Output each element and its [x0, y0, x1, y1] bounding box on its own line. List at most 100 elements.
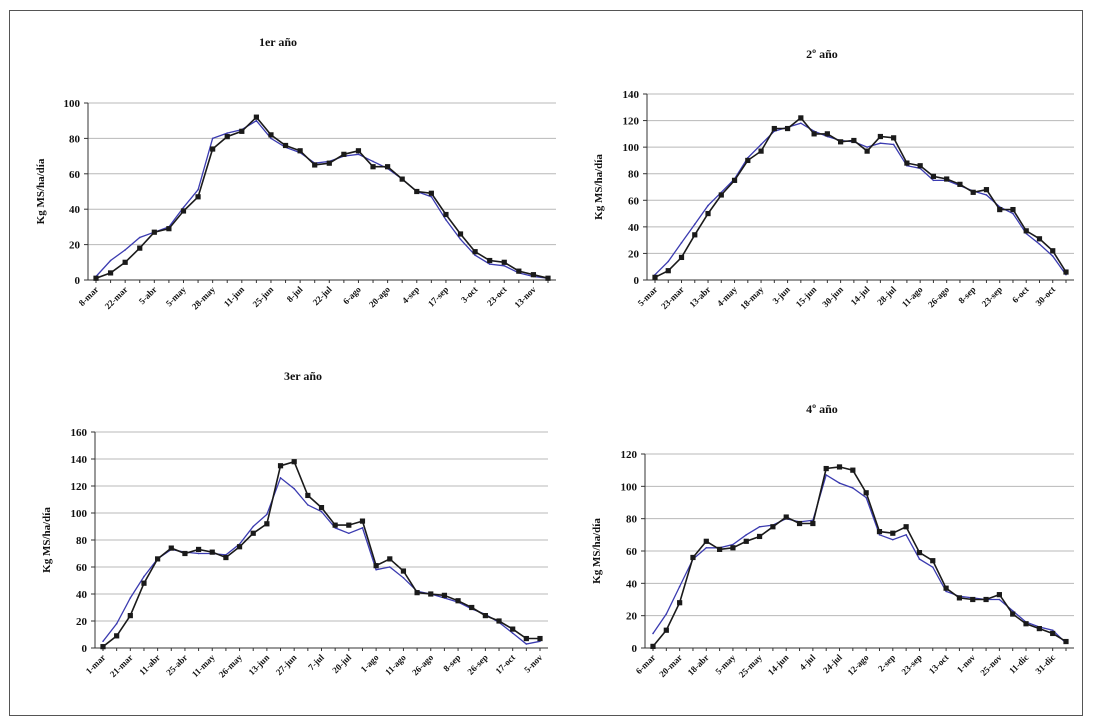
chart-1-series-1-point	[180, 208, 187, 214]
chart-1-series-1-point	[282, 142, 289, 149]
chart-4-series-2-point	[732, 543, 734, 546]
chart-3-series-1-point	[277, 463, 284, 469]
chart-4-series-2-point	[905, 534, 907, 536]
chart-1-series-2-point	[474, 254, 476, 257]
chart-2-series-1-point	[811, 131, 817, 137]
chart-1-series-1-point	[210, 146, 216, 152]
chart-2-series-1-point	[864, 148, 870, 154]
chart-3-series-2-line	[102, 476, 541, 645]
chart-3-series-1-point	[455, 598, 461, 604]
chart-1-series-1-point	[122, 259, 128, 265]
chart-1-series-2-point	[459, 238, 462, 241]
chart-3-series-2-point	[129, 597, 132, 599]
chart-4-series-1-point	[970, 596, 976, 603]
chart-4-series-2-point	[878, 534, 881, 536]
chart-3-series-1-point	[223, 554, 229, 561]
chart-3-series-1-point	[195, 546, 202, 553]
chart-1-series-1-point	[326, 160, 332, 166]
chart-2-series-1-point	[970, 189, 976, 195]
chart-1-series-2-point	[430, 196, 433, 198]
chart-2-xtick-label: 14-jul	[849, 284, 872, 307]
chart-2-series-1-point	[1010, 206, 1016, 213]
chart-4-ytick-label: 20	[626, 611, 638, 623]
chart-3-ylabel: Kg MS/ha/día	[41, 507, 53, 573]
chart-4-series-1-point	[703, 538, 709, 544]
chart-3-series-2-point	[143, 575, 145, 578]
chart-2-series-1-point	[652, 274, 658, 280]
chart-2-series-1-point	[665, 268, 671, 274]
chart-3-xtick-label: 21-mar	[108, 652, 135, 679]
chart-2-xtick-label: 30-oct	[1033, 284, 1057, 308]
chart-3-ytick-label: 80	[76, 535, 88, 547]
chart-2-series-1-point	[771, 125, 777, 132]
chart-4-series-1-point	[783, 514, 789, 520]
chart-1-xtick-label: 28-may	[190, 284, 218, 312]
chart-1-xtick-label: 5-abr	[137, 284, 159, 306]
chart-3-xtick-label: 7-jul	[306, 652, 326, 672]
chart-4-series-1-point	[850, 467, 856, 473]
chart-3-ytick-label: 140	[71, 454, 88, 466]
chart-3-series-1-point	[236, 544, 243, 550]
chart-3-ytick-label: 100	[71, 508, 88, 520]
chart-1-series-1-point	[370, 164, 376, 170]
chart-1-series-1-point	[457, 231, 464, 237]
chart-3-ytick-label: 160	[71, 427, 88, 439]
chart-1-series-2-point	[488, 263, 491, 265]
chart-3-series-1-point	[441, 592, 448, 598]
chart-3-series-2-point	[102, 640, 104, 643]
chart-3-series-2-point	[252, 525, 255, 528]
chart-4-series-1-point	[1063, 638, 1069, 645]
chart-3-series-2-point	[307, 504, 309, 506]
chart-4-xtick-label: 4-jul	[797, 652, 817, 672]
chart-1-series-2-point	[182, 206, 185, 209]
chart-1-series-2-point	[197, 188, 199, 191]
chart-3-xtick-label: 8-sep	[441, 652, 462, 673]
chart-4-xtick-label: 23-sep	[899, 652, 923, 676]
chart-2-xtick-label: 11-ago	[900, 284, 925, 309]
chart-3-series-1-point	[346, 522, 352, 528]
chart-3-series-1-point	[496, 618, 502, 624]
chart-3-xtick-label: 17-oct	[493, 652, 517, 676]
chart-4-series-2-point	[918, 558, 921, 560]
chart-1-series-1-point	[239, 128, 245, 134]
chart-3-series-1-point	[414, 590, 420, 596]
chart-1-ytick-label: 40	[69, 204, 81, 216]
chart-4-series-1-point	[663, 627, 669, 633]
chart-2-series-1-point	[705, 210, 711, 217]
chart-3-xtick-label: 11-abr	[137, 652, 162, 677]
chart-4-series-1-point	[903, 524, 909, 530]
chart-1-series-1-point	[268, 132, 274, 138]
chart-2-series-1-point	[745, 157, 751, 164]
chart-2-ytick-label: 60	[628, 195, 640, 207]
chart-4-series-1-point	[756, 533, 763, 540]
chart-2-xtick-label: 30-jun	[820, 284, 845, 309]
chart-4-xtick-label: 31-dic	[1033, 652, 1057, 676]
chart-3-xtick-label: 25-abr	[164, 652, 189, 677]
chart-3-series-1-point	[141, 580, 147, 586]
chart-3-series-1-point	[114, 633, 120, 639]
chart-3-series-2-point	[279, 477, 282, 479]
chart-2-series-2-point	[879, 142, 882, 144]
chart-3-xtick-label: 11-may	[190, 652, 217, 679]
chart-4-xtick-label: 12-ago	[845, 652, 870, 677]
chart-2-ytick-label: 80	[628, 169, 640, 181]
chart-3-xtick-label: 1-mar	[84, 652, 108, 676]
chart-1-series-2-point	[445, 219, 447, 221]
chart-4-series-2-point	[892, 538, 894, 541]
chart-2-series-2-point	[707, 204, 709, 207]
chart-2-xtick-label: 5-mar	[636, 284, 660, 308]
chart-1-xtick-label: 11-jun	[222, 284, 246, 308]
chart-4-series-1-point	[1050, 630, 1056, 637]
chart-2-series-2-point	[760, 143, 762, 146]
chart-3-ytick-label: 20	[76, 616, 88, 628]
chart-1-series-2-point	[357, 153, 360, 156]
chart-3-series-1-point	[305, 492, 311, 499]
chart-1-xtick-label: 8-jul	[285, 284, 305, 304]
chart-3-series-2-point	[402, 577, 405, 579]
chart-2-series-1-point	[784, 125, 791, 132]
chart-1-series-1-point	[297, 148, 303, 154]
chart-2-series-1-point	[891, 135, 897, 141]
chart-4-series-2-point	[838, 482, 841, 484]
chart-4-title: 4º año	[806, 402, 838, 416]
chart-3-series-1-point	[387, 556, 393, 562]
